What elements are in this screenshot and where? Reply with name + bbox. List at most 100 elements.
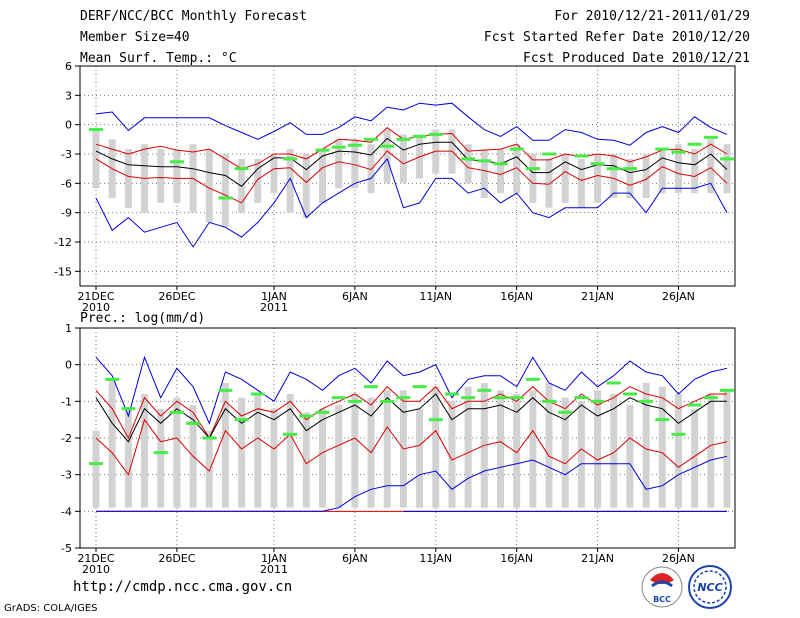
temp-xtick-label: 11JAN xyxy=(419,290,452,303)
prec-box xyxy=(594,390,602,508)
prec-box xyxy=(464,386,472,508)
prec-observed-marker xyxy=(283,432,298,436)
prec-box xyxy=(221,383,229,508)
prec-ytick-label: 0 xyxy=(65,359,72,372)
prec-xtick-year-label: 2010 xyxy=(82,563,110,576)
prec-box xyxy=(254,394,262,508)
temp-box xyxy=(561,154,569,203)
prec-ytick-label: -2 xyxy=(61,432,72,445)
temp-box xyxy=(205,149,213,223)
prec-box xyxy=(205,430,213,508)
source-url[interactable]: http://cmdp.ncc.cma.gov.cn xyxy=(73,579,293,595)
temp-observed-marker xyxy=(428,132,443,136)
temp-xtick-label: 21JAN xyxy=(581,290,614,303)
prec-ytick-label: -3 xyxy=(61,469,72,482)
prec-box xyxy=(691,408,699,508)
temp-box xyxy=(545,158,553,208)
temp-box xyxy=(221,154,229,228)
prec-xtick-label: 16JAN xyxy=(500,552,533,565)
prec-observed-marker xyxy=(105,377,120,381)
prec-ensemble-mean-line xyxy=(95,393,727,443)
ncc-logo: NCC xyxy=(688,565,732,609)
prec-observed-marker xyxy=(687,403,702,407)
temp-variable-label: Mean Surf. Temp.: °C xyxy=(80,51,237,66)
temp-observed-marker xyxy=(542,152,557,156)
prec-box xyxy=(658,386,666,508)
prec-box xyxy=(141,394,149,508)
temp-observed-marker xyxy=(477,159,492,163)
temp-box xyxy=(335,139,343,189)
temp-observed-marker xyxy=(671,150,686,154)
temp-xtick-label: 21DEC xyxy=(77,290,114,303)
header-right: For 2010/12/21-2011/01/29 Fcst Started Re… xyxy=(484,6,750,69)
prec-box xyxy=(642,383,650,508)
prec-box xyxy=(432,386,440,508)
temp-observed-marker xyxy=(89,128,103,132)
ncc-logo-text: NCC xyxy=(697,581,722,594)
forecast-produced-date: Fcst Produced Date 2010/12/21 xyxy=(523,51,750,66)
temp-ensemble-mean-line xyxy=(95,137,728,187)
temp-box xyxy=(351,139,359,189)
temp-box xyxy=(626,158,634,198)
temp-box xyxy=(594,154,602,203)
prec-xtick-label: 11JAN xyxy=(419,552,452,565)
prec-spread-high-line xyxy=(95,385,727,440)
temp-box xyxy=(286,149,294,213)
prec-ytick-label: -1 xyxy=(61,395,72,408)
prec-xtick-label: 21JAN xyxy=(581,552,614,565)
temp-box xyxy=(480,149,488,198)
prec-box xyxy=(674,394,682,508)
temp-box xyxy=(529,154,537,203)
temp-observed-marker xyxy=(364,137,379,141)
temp-observed-marker xyxy=(606,167,621,171)
prec-observed-marker xyxy=(89,462,103,466)
temp-box xyxy=(383,129,391,184)
prec-box xyxy=(238,397,246,508)
temp-observed-marker xyxy=(461,157,476,161)
header-left: DERF/NCC/BCC Monthly Forecast Member Size… xyxy=(80,6,307,69)
prec-observed-marker xyxy=(720,388,734,392)
prec-box xyxy=(351,394,359,508)
temp-observed-marker xyxy=(655,147,670,151)
prec-observed-marker xyxy=(250,392,265,396)
prec-observed-marker xyxy=(169,410,184,414)
temp-box xyxy=(723,144,731,194)
prec-observed-marker xyxy=(461,396,476,400)
prec-box xyxy=(335,405,343,508)
temp-observed-marker xyxy=(396,137,411,141)
temp-box xyxy=(319,149,327,203)
temp-box xyxy=(367,144,375,194)
prec-observed-marker xyxy=(202,436,217,440)
prec-observed-marker xyxy=(590,399,605,403)
prec-ensemble-max-line xyxy=(95,355,728,425)
temp-ytick-label: 6 xyxy=(65,60,72,73)
temp-box xyxy=(707,139,715,194)
prec-box xyxy=(383,390,391,508)
prec-observed-marker xyxy=(558,410,573,414)
prec-observed-marker xyxy=(606,381,621,385)
prec-box xyxy=(513,394,521,508)
temp-xtick-label: 16JAN xyxy=(500,290,533,303)
temp-observed-marker xyxy=(331,145,346,149)
temp-box xyxy=(674,144,682,194)
forecast-period: For 2010/12/21-2011/01/29 xyxy=(554,9,750,24)
temp-spread-low-line xyxy=(95,150,728,204)
prec-box xyxy=(319,408,327,508)
prec-observed-marker xyxy=(655,418,670,422)
prec-observed-marker xyxy=(525,377,540,381)
temp-box xyxy=(302,154,310,218)
prec-ytick-label: -4 xyxy=(61,505,72,518)
temp-xtick-label: 1JAN xyxy=(261,290,287,303)
prec-observed-marker xyxy=(234,418,249,422)
forecast-title: DERF/NCC/BCC Monthly Forecast xyxy=(80,9,307,24)
prec-spread-low-line xyxy=(95,418,728,476)
prec-observed-marker xyxy=(671,432,686,436)
temp-box xyxy=(399,134,407,184)
bcc-logo-text: BCC xyxy=(653,595,671,604)
prec-box xyxy=(416,408,424,508)
prec-observed-marker xyxy=(186,421,201,425)
prec-ensemble-min-line xyxy=(96,455,728,512)
forecast-refer-date: Fcst Started Refer Date 2010/12/20 xyxy=(483,30,750,45)
temp-box xyxy=(270,154,278,194)
